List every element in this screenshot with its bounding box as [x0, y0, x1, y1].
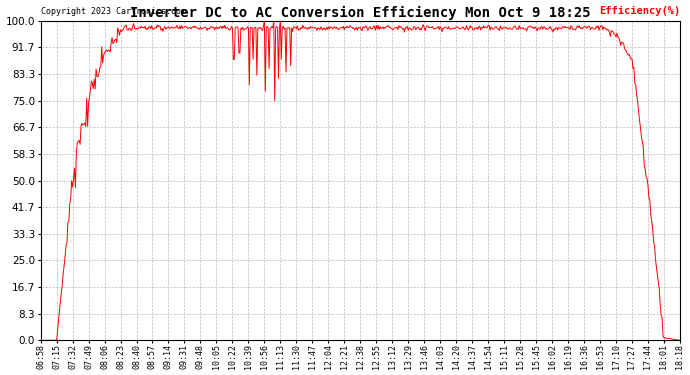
Text: Efficiency(%): Efficiency(%) — [599, 6, 680, 16]
Title: Inverter DC to AC Conversion Efficiency Mon Oct 9 18:25: Inverter DC to AC Conversion Efficiency … — [130, 6, 591, 20]
Text: Copyright 2023 Cartronics.com: Copyright 2023 Cartronics.com — [41, 7, 186, 16]
